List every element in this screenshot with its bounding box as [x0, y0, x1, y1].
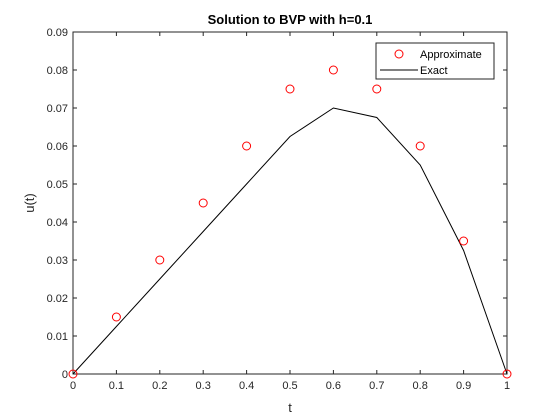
x-tick-label: 0.5	[282, 380, 297, 392]
y-tick-label: 0.03	[47, 255, 68, 267]
legend-label-approximate: Approximate	[420, 49, 482, 61]
y-tick-label: 0.09	[47, 27, 68, 39]
x-tick-label: 0.7	[369, 380, 384, 392]
x-tick-label: 0.4	[239, 380, 254, 392]
y-tick-label: 0.06	[47, 141, 68, 153]
y-tick-label: 0.08	[47, 65, 68, 77]
y-tick-label: 0.05	[47, 179, 68, 191]
x-axis-title: t	[288, 400, 292, 415]
x-tick-label: 0.3	[196, 380, 211, 392]
chart-title: Solution to BVP with h=0.1	[208, 12, 373, 27]
x-tick-label: 0.2	[152, 380, 167, 392]
plot-area	[73, 32, 507, 374]
y-axis-title: u(t)	[22, 193, 37, 213]
legend: Approximate Exact	[376, 43, 494, 79]
y-tick-label: 0.07	[47, 103, 68, 115]
y-tick-label: 0.04	[47, 217, 68, 229]
x-tick-label: 0	[70, 380, 76, 392]
x-tick-label: 0.9	[456, 380, 471, 392]
y-tick-label: 0	[62, 369, 68, 381]
x-tick-label: 0.6	[326, 380, 341, 392]
y-tick-label: 0.02	[47, 293, 68, 305]
x-tick-label: 1	[504, 380, 510, 392]
x-tick-label: 0.1	[109, 380, 124, 392]
legend-label-exact: Exact	[420, 65, 448, 77]
y-tick-label: 0.01	[47, 331, 68, 343]
x-tick-label: 0.8	[413, 380, 428, 392]
